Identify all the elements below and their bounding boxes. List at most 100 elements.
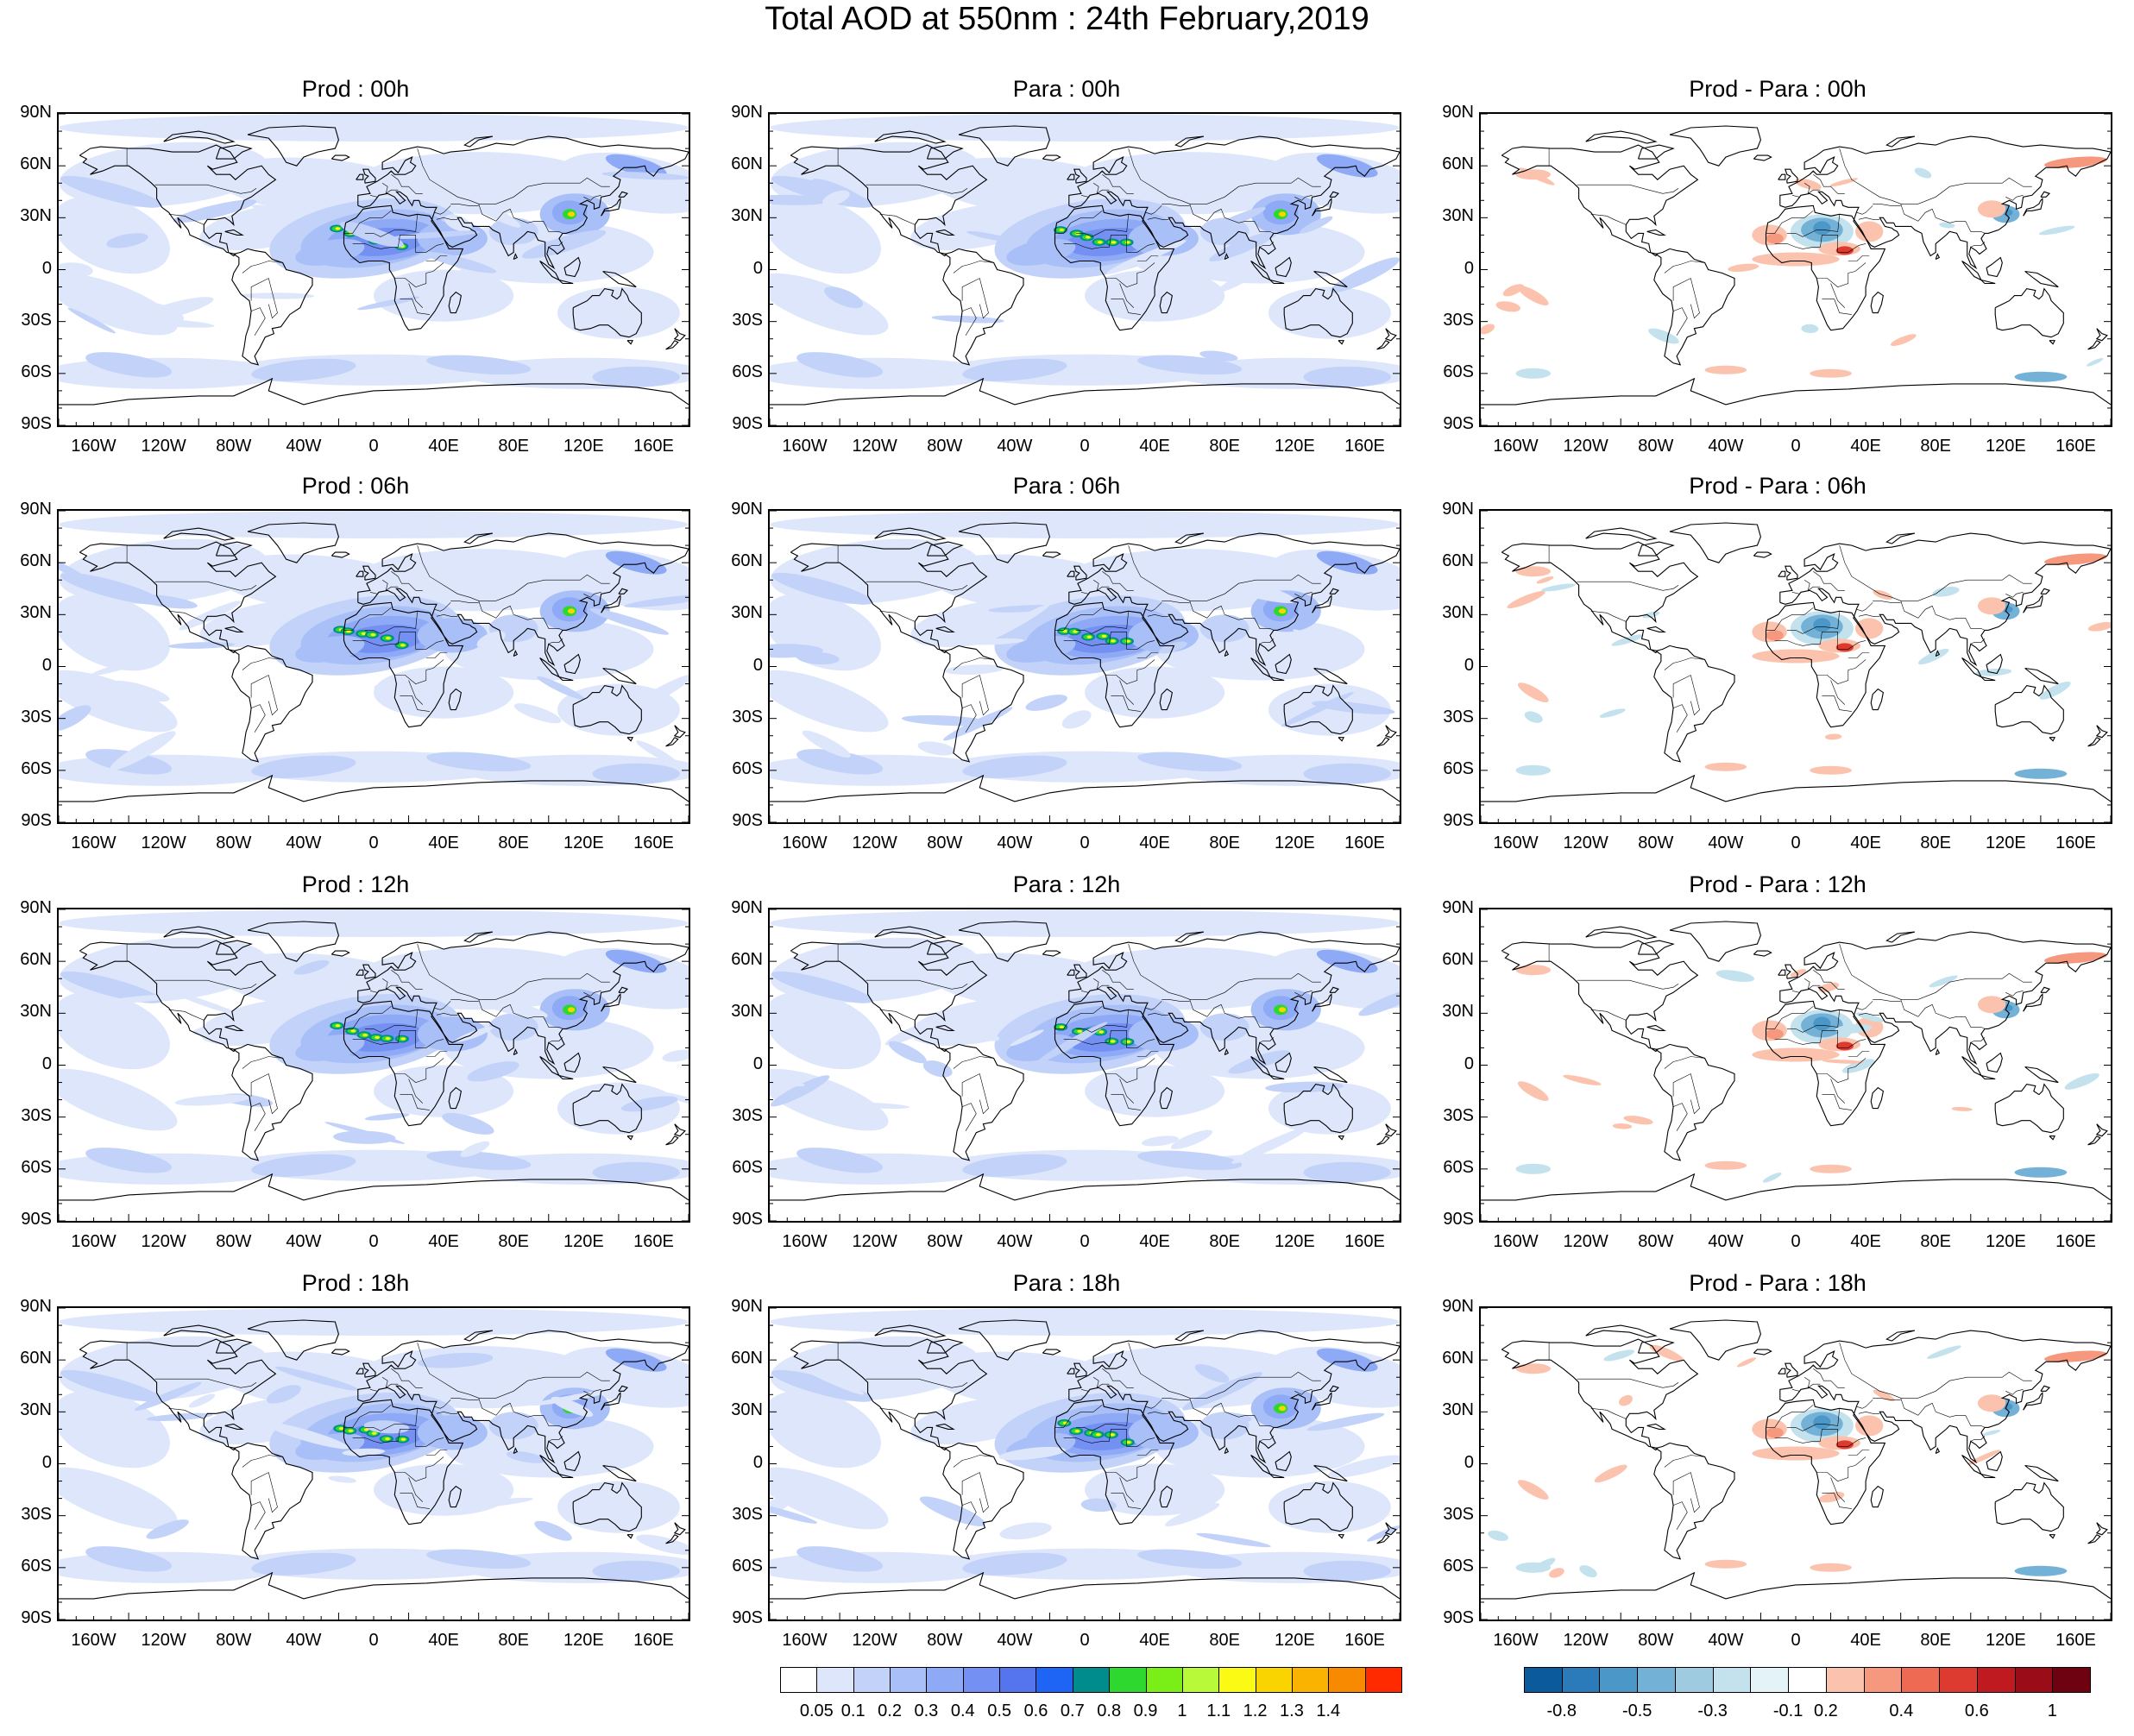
lon-label: 80W [927,1631,963,1650]
lon-label: 40W [1708,437,1744,456]
map-panel: Para : 06h 90N 60N 30N 0 30S 60S 90S 160W 120W 80W… [711,473,1422,870]
lon-label: 0 [368,1232,379,1251]
world-map [59,114,689,406]
panel-title: Para : 00h [1012,76,1121,102]
lon-label: 120W [141,1232,186,1251]
map-panel: Prod : 06h 90N 60N 30N 0 30S 60S 90S 160W 120W 80W… [0,473,711,870]
lat-label: 60N [731,154,763,174]
lat-label: 90N [731,103,763,122]
lon-label: 80W [216,437,252,456]
lon-label: 160W [1493,1631,1539,1650]
lat-label: 90N [20,103,52,122]
lat-label: 30N [1442,1002,1474,1022]
colorbar-swatch [926,1667,964,1693]
lon-label: 40W [997,833,1033,852]
panel-title: Prod : 00h [301,76,410,102]
map-frame [1479,509,2112,824]
lon-label: 40E [428,437,459,456]
map-frame [57,112,690,427]
lon-label: 0 [368,1631,379,1650]
lat-label: 0 [41,1452,52,1472]
colorbar-label: 0.5 [987,1701,1012,1720]
lon-label: 40W [1708,833,1744,852]
lat-label: 90S [732,1210,763,1229]
lon-label: 80W [1638,437,1674,456]
lon-label: 160E [633,833,674,852]
aod-field [770,1308,1400,1583]
colorbar-label: 0.05 [799,1701,834,1720]
map-panel: Para : 12h 90N 60N 30N 0 30S 60S 90S 160W 120W 80W… [711,871,1422,1268]
colorbar-swatch [1674,1667,1714,1693]
lat-label: 30S [732,1504,763,1524]
colorbar-label: 1 [2047,1701,2057,1720]
colorbar-swatch [1109,1667,1147,1693]
lon-label: 120W [141,833,186,852]
colorbar-swatch [1863,1667,1903,1693]
axis-ticks [769,909,1401,1222]
lon-label: 80W [1638,1232,1674,1251]
colorbar-swatch [1291,1667,1330,1693]
lon-label: 80W [927,1232,963,1251]
page-title: Total AOD at 550nm : 24th February,2019 [765,1,1369,37]
lat-label: 60N [1442,950,1474,970]
axis-ticks [769,1307,1401,1620]
lat-label: 90N [731,1297,763,1316]
lon-label: 120W [852,1631,897,1650]
map-frame [1479,908,2112,1223]
lon-label: 120W [852,437,897,456]
lon-label: 80E [1209,437,1241,456]
map-panel: Prod : 12h 90N 60N 30N 0 30S 60S 90S 160W 120W 80W… [0,871,711,1268]
lat-label: 60S [1443,758,1474,778]
panel-title: Prod : 12h [301,871,410,897]
lon-label: 160E [2055,1232,2096,1251]
lat-label: 30N [20,1400,52,1420]
coastlines [1481,522,2111,802]
lon-label: 80E [1209,833,1241,852]
lon-label: 160W [71,1232,116,1251]
map-panel: Prod - Para : 00h 90N 60N 30N 0 30S 60S 90S 160W… [1422,76,2133,473]
colorbar-swatch [1976,1667,2016,1693]
colorbar-swatch [999,1667,1037,1693]
lat-label: 0 [752,258,763,278]
lat-label: 90N [1442,500,1474,519]
coastlines [770,1319,1400,1600]
lat-label: 90S [21,811,52,830]
panel-title: Prod - Para : 06h [1689,473,1866,499]
lon-label: 120E [563,437,604,456]
lon-label: 80E [498,833,530,852]
lat-label: 0 [752,1452,763,1472]
lon-label: 80W [216,1631,252,1650]
lon-label: 120E [1274,437,1315,456]
lat-label: 30N [731,1002,763,1022]
panel-title: Para : 06h [1012,473,1121,499]
colorbar-swatch [2014,1667,2054,1693]
lon-label: 120W [1563,1232,1608,1251]
colorbar-label: 1.1 [1206,1701,1231,1720]
colorbar-label: 1 [1177,1701,1187,1720]
axis-ticks [1480,113,2112,426]
difference-colorbar: -0.8 -0.5 -0.3 -0.1 0.2 0.4 0.6 1 [1524,1667,2091,1736]
colorbar-label: 0.2 [1813,1701,1838,1720]
axis-ticks [769,113,1401,426]
lon-label: 120E [563,833,604,852]
lon-label: 0 [1080,1631,1090,1650]
lon-label: 160E [633,1232,674,1251]
lon-label: 0 [1080,437,1090,456]
colorbar-swatch [1825,1667,1865,1693]
lat-label: 90S [1443,1210,1474,1229]
lon-label: 80W [927,437,963,456]
lon-label: 40E [1139,1232,1170,1251]
lat-label: 60N [1442,1349,1474,1368]
panel-title: Prod - Para : 18h [1689,1270,1866,1296]
map-frame [768,1306,1401,1621]
map-frame [1479,1306,2112,1621]
lat-label: 30N [1442,1400,1474,1420]
lon-label: 40E [1850,1631,1881,1650]
lat-label: 0 [41,258,52,278]
colorbar-swatch [890,1667,928,1693]
coastlines [59,125,689,406]
lon-label: 160W [71,437,116,456]
map-panel: Prod - Para : 06h 90N 60N 30N 0 30S 60S 90S 160W… [1422,473,2133,870]
lon-label: 0 [1791,833,1801,852]
axis-ticks [58,113,689,426]
